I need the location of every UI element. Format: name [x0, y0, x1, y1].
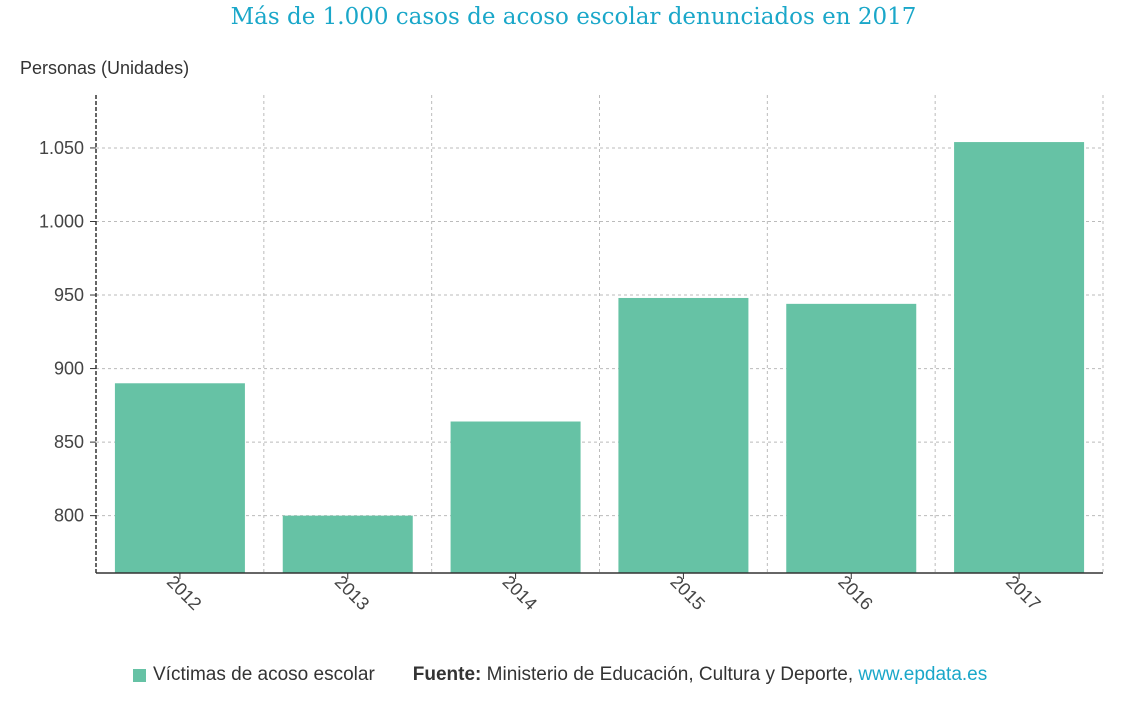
legend-label: Víctimas de acoso escolar — [153, 664, 375, 685]
chart-title: Más de 1.000 casos de acoso escolar denu… — [230, 4, 917, 30]
y-axis-label: Personas (Unidades) — [20, 58, 190, 78]
x-tick-label: 2012 — [163, 572, 205, 614]
y-tick-label: 900 — [54, 359, 84, 379]
y-tick-label: 950 — [54, 285, 84, 305]
y-tick-label: 1.050 — [39, 138, 84, 158]
bar — [954, 142, 1085, 573]
legend-swatch — [133, 668, 146, 682]
y-tick-label: 850 — [54, 432, 84, 452]
source-label: Fuente: — [412, 664, 482, 685]
chart-footer: Víctimas de acoso escolar Fuente: Minist… — [133, 664, 987, 686]
bar — [450, 421, 581, 573]
x-tick-label: 2017 — [1002, 572, 1044, 614]
x-tick-label: 2014 — [499, 572, 541, 614]
source-text: Ministerio de Educación, Cultura y Depor… — [481, 664, 859, 685]
source-link[interactable]: www.epdata.es — [858, 664, 988, 685]
bar — [786, 303, 917, 573]
x-tick-label: 2015 — [666, 572, 708, 614]
y-tick-label: 1.000 — [39, 211, 84, 231]
source-note: Fuente: Ministerio de Educación, Cultura… — [413, 664, 987, 686]
bar — [114, 383, 245, 573]
y-tick-label: 800 — [54, 506, 84, 526]
bar — [618, 297, 749, 573]
x-tick-label: 2016 — [834, 572, 876, 614]
bar — [282, 515, 413, 573]
x-tick-label: 2013 — [331, 572, 373, 614]
